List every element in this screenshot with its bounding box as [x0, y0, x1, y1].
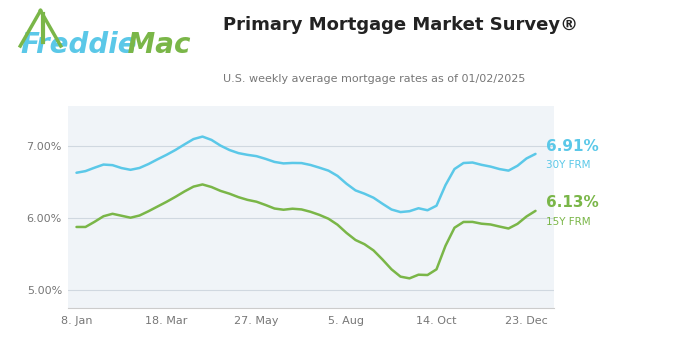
Text: Freddie: Freddie	[20, 30, 137, 59]
Text: 6.13%: 6.13%	[546, 195, 599, 210]
Text: U.S. weekly average mortgage rates as of 01/02/2025: U.S. weekly average mortgage rates as of…	[223, 74, 525, 84]
Text: 30Y FRM: 30Y FRM	[546, 160, 591, 170]
Text: 15Y FRM: 15Y FRM	[546, 217, 591, 227]
Text: Mac: Mac	[118, 30, 190, 59]
Text: 6.91%: 6.91%	[546, 139, 599, 154]
Text: Primary Mortgage Market Survey®: Primary Mortgage Market Survey®	[223, 16, 578, 34]
